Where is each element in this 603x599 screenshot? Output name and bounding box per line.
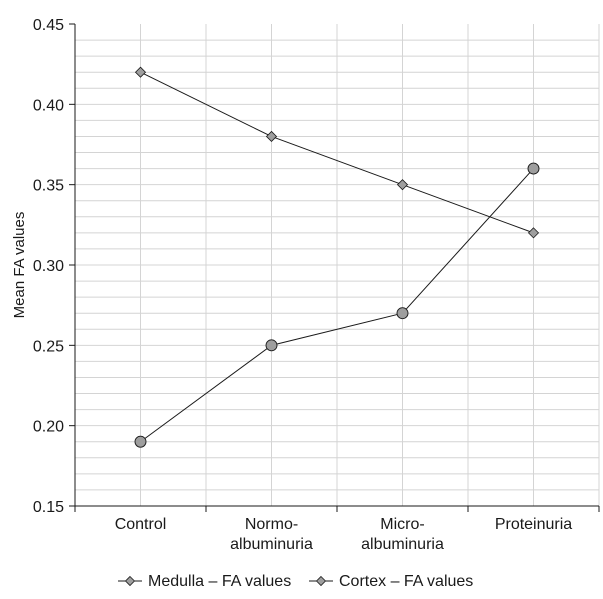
y-axis-title: Mean FA values xyxy=(11,212,28,319)
x-category-label: Control xyxy=(115,516,167,533)
data-point-medulla xyxy=(396,179,409,191)
data-point-medulla xyxy=(134,66,147,78)
legend-item-cortex: Cortex – FA values xyxy=(309,573,473,590)
y-tick-label: 0.30 xyxy=(33,258,64,275)
y-tick-label: 0.35 xyxy=(33,178,64,195)
y-tick-label: 0.25 xyxy=(33,338,64,355)
grid-lines xyxy=(75,24,600,506)
legend: Medulla – FA values Cortex – FA values xyxy=(118,573,473,590)
legend-label: Cortex – FA values xyxy=(339,573,473,590)
data-point-cortex xyxy=(527,162,540,175)
data-point-cortex xyxy=(265,339,278,352)
data-point-cortex xyxy=(134,435,147,448)
axes xyxy=(69,23,600,512)
legend-marker xyxy=(315,575,327,587)
data-point-medulla xyxy=(527,227,540,239)
series xyxy=(134,66,540,448)
data-point-cortex xyxy=(396,307,409,320)
y-tick-label: 0.45 xyxy=(33,17,64,34)
series-line-medulla xyxy=(140,71,534,234)
series-line-cortex xyxy=(140,168,534,443)
y-tick-label: 0.40 xyxy=(33,97,64,114)
legend-marker xyxy=(124,575,136,587)
x-category-label: Normo-albuminuria xyxy=(230,516,313,553)
y-tick-label: 0.15 xyxy=(33,499,64,516)
y-tick-labels: 0.15 0.20 0.25 0.30 0.35 0.40 0.45 xyxy=(33,17,64,516)
x-category-label: Micro-albuminuria xyxy=(361,516,444,553)
data-point-medulla xyxy=(265,130,278,143)
x-category-label: Proteinuria xyxy=(495,516,572,533)
legend-item-medulla: Medulla – FA values xyxy=(118,573,291,590)
x-tick-labels: Control Normo-albuminuria Micro-albuminuri… xyxy=(115,516,573,553)
legend-label: Medulla – FA values xyxy=(148,573,291,590)
y-tick-label: 0.20 xyxy=(33,419,64,436)
